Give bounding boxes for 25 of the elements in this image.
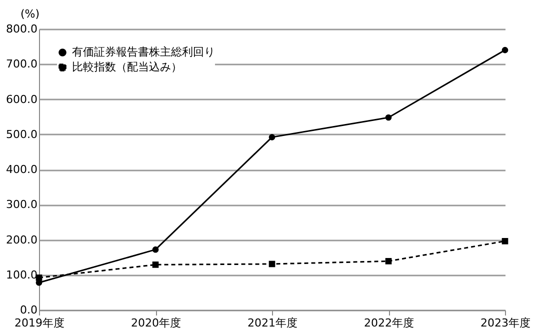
y-tick-label: 100.0 [6,268,38,282]
x-tick-label: 2023年度 [480,316,530,330]
point [268,260,276,268]
y-tick-label: 800.0 [6,22,38,36]
x-tick-label: 2019年度 [14,316,64,330]
point [385,114,392,121]
x-tick-label: 2022年度 [364,316,414,330]
y-tick-label: 500.0 [6,128,38,141]
y-axis-title: (%) [20,8,40,20]
y-tick-label: 200.0 [6,233,38,246]
y-tick-label: 300.0 [6,198,38,212]
x-tick-label: 2021年度 [248,316,298,330]
y-tick-label: 600.0 [6,92,38,106]
y-tick-label: 700.0 [6,58,38,71]
point [502,238,508,244]
point [268,134,276,140]
x-tick-label: 2020年度 [131,316,181,330]
point [385,258,392,264]
y-tick-label: 0.0 [20,304,38,316]
legend-label: 比較指数（配当込み） [72,60,182,74]
point [152,262,159,268]
point [502,46,508,54]
y-tick-label: 400.0 [6,163,38,176]
legend-label: 有価証券報告書株主総利回り [72,46,215,58]
point [152,246,159,253]
